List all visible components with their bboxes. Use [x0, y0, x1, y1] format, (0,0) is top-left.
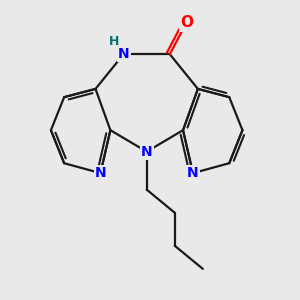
Text: N: N	[187, 166, 199, 180]
Text: N: N	[118, 47, 129, 61]
Text: O: O	[180, 15, 193, 30]
Text: H: H	[109, 35, 119, 48]
Text: N: N	[141, 145, 152, 159]
Text: N: N	[95, 166, 106, 180]
